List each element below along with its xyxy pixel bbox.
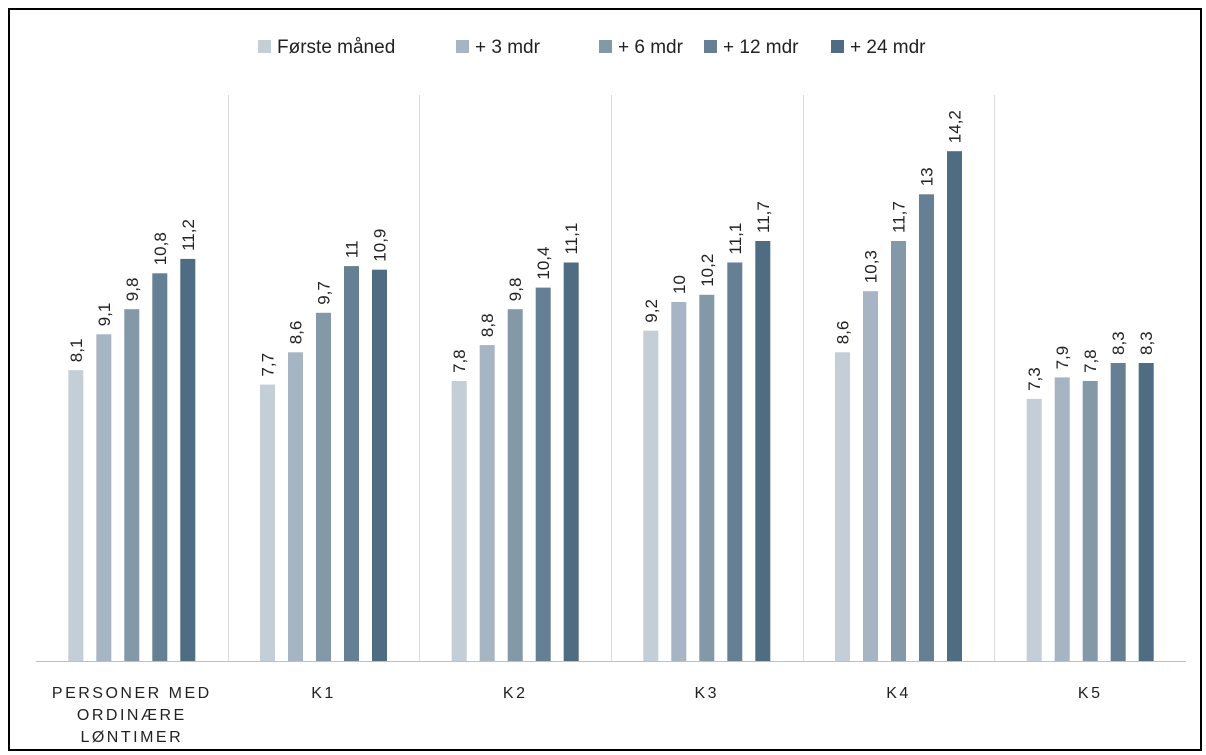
- bar-value-label: 10,9: [371, 229, 390, 262]
- data-labels: 8,1 9,1 9,8 10,8 11,2 7,7 8,6 9,7 11 10,9 7,8 8,8 9,…: [67, 110, 1156, 391]
- bar-value-label: 10,4: [534, 247, 553, 280]
- bar-value-label: 9,8: [123, 278, 142, 302]
- bar-value-label: 7,9: [1053, 346, 1072, 370]
- legend-label: + 24 mdr: [850, 37, 926, 58]
- category-label-line: K5: [1078, 685, 1103, 702]
- bar: [96, 334, 112, 661]
- category-label: K1: [311, 685, 336, 702]
- category-label-line: LØNTIMER: [80, 729, 183, 746]
- category-label-line: K4: [886, 685, 911, 702]
- bar: [344, 266, 359, 661]
- bar: [1110, 363, 1126, 661]
- bar: [451, 381, 467, 661]
- bar: [891, 241, 906, 661]
- bar: [507, 309, 523, 661]
- bar: [535, 287, 551, 661]
- bar-value-label: 10,3: [862, 250, 881, 283]
- bar-value-label: 8,3: [1109, 331, 1128, 355]
- bar: [563, 262, 579, 661]
- category-label-line: K2: [503, 685, 528, 702]
- bar: [180, 258, 196, 661]
- bar-value-label: 10,2: [698, 254, 717, 287]
- bar-value-label: 9,2: [642, 299, 661, 323]
- legend-swatch: [704, 40, 717, 53]
- category-axis-labels: PERSONER MED ORDINÆRE LØNTIMER K1 K2 K3 K4 K5: [52, 685, 1103, 746]
- bar-value-label: 8,6: [834, 321, 853, 345]
- category-label: K4: [886, 685, 911, 702]
- legend-swatch: [258, 40, 271, 53]
- bar-value-label: 7,8: [450, 349, 469, 373]
- category-label: K2: [503, 685, 528, 702]
- bar-marks: [68, 151, 1154, 662]
- bar-value-label: 11,1: [562, 223, 581, 255]
- chart-frame: Første måned + 3 mdr + 6 mdr + 12 mdr + 24 m…: [8, 8, 1202, 751]
- bar: [1054, 377, 1070, 661]
- bar: [947, 151, 962, 661]
- legend-swatch: [456, 40, 469, 53]
- bar-chart: Første måned + 3 mdr + 6 mdr + 12 mdr + 24 m…: [36, 37, 1186, 746]
- bar: [68, 370, 84, 661]
- bar-value-label: 7,7: [259, 353, 278, 377]
- bar-value-label: 7,3: [1025, 367, 1044, 391]
- legend-label: Første måned: [277, 37, 395, 58]
- bar: [699, 294, 715, 661]
- bar-value-label: 11,2: [179, 219, 198, 251]
- bar-value-label: 9,1: [95, 303, 114, 327]
- bar-value-label: 8,8: [478, 313, 497, 337]
- category-separators: [228, 95, 995, 661]
- category-label: K5: [1078, 685, 1103, 702]
- category-label-line: K1: [311, 685, 336, 702]
- bar-value-label: 13: [918, 167, 937, 186]
- bar-value-label: 9,8: [506, 278, 525, 302]
- bar-value-label: 8,6: [287, 321, 306, 345]
- legend-swatch: [831, 40, 844, 53]
- bar-value-label: 10,8: [151, 232, 170, 265]
- bar-value-label: 11,1: [726, 223, 745, 255]
- bar-value-label: 8,1: [67, 339, 86, 363]
- bar-value-label: 14,2: [946, 110, 965, 143]
- bar: [643, 330, 659, 661]
- legend: Første måned + 3 mdr + 6 mdr + 12 mdr + 24 m…: [258, 37, 926, 58]
- bar-value-label: 7,8: [1081, 349, 1100, 373]
- category-label-line: ORDINÆRE: [77, 707, 187, 724]
- bar-value-label: 8,3: [1137, 331, 1156, 355]
- category-label-line: K3: [695, 685, 720, 702]
- bar-value-label: 10: [670, 275, 689, 294]
- legend-label: + 3 mdr: [475, 37, 541, 58]
- bar-value-label: 9,7: [315, 281, 334, 305]
- category-label: PERSONER MED ORDINÆRE LØNTIMER: [52, 685, 212, 746]
- legend-swatch: [599, 40, 612, 53]
- bar: [124, 309, 140, 661]
- bar: [479, 345, 495, 661]
- bar: [316, 312, 331, 661]
- bar: [727, 262, 743, 661]
- legend-label: + 12 mdr: [723, 37, 799, 58]
- bar: [152, 273, 168, 661]
- category-label: K3: [695, 685, 720, 702]
- legend-label: + 6 mdr: [618, 37, 684, 58]
- bar: [919, 194, 934, 662]
- bar: [1026, 398, 1042, 661]
- bar: [863, 291, 878, 661]
- bar: [260, 384, 275, 661]
- bar: [372, 269, 387, 661]
- bar: [288, 352, 303, 661]
- category-label-line: PERSONER MED: [52, 685, 212, 702]
- bar: [1082, 381, 1098, 661]
- bar: [835, 352, 850, 661]
- bar-value-label: 11,7: [754, 201, 773, 233]
- bar-value-label: 11: [343, 240, 362, 258]
- bar: [671, 302, 687, 661]
- bar: [755, 241, 771, 661]
- bar: [1138, 363, 1154, 661]
- bar-value-label: 11,7: [890, 201, 909, 233]
